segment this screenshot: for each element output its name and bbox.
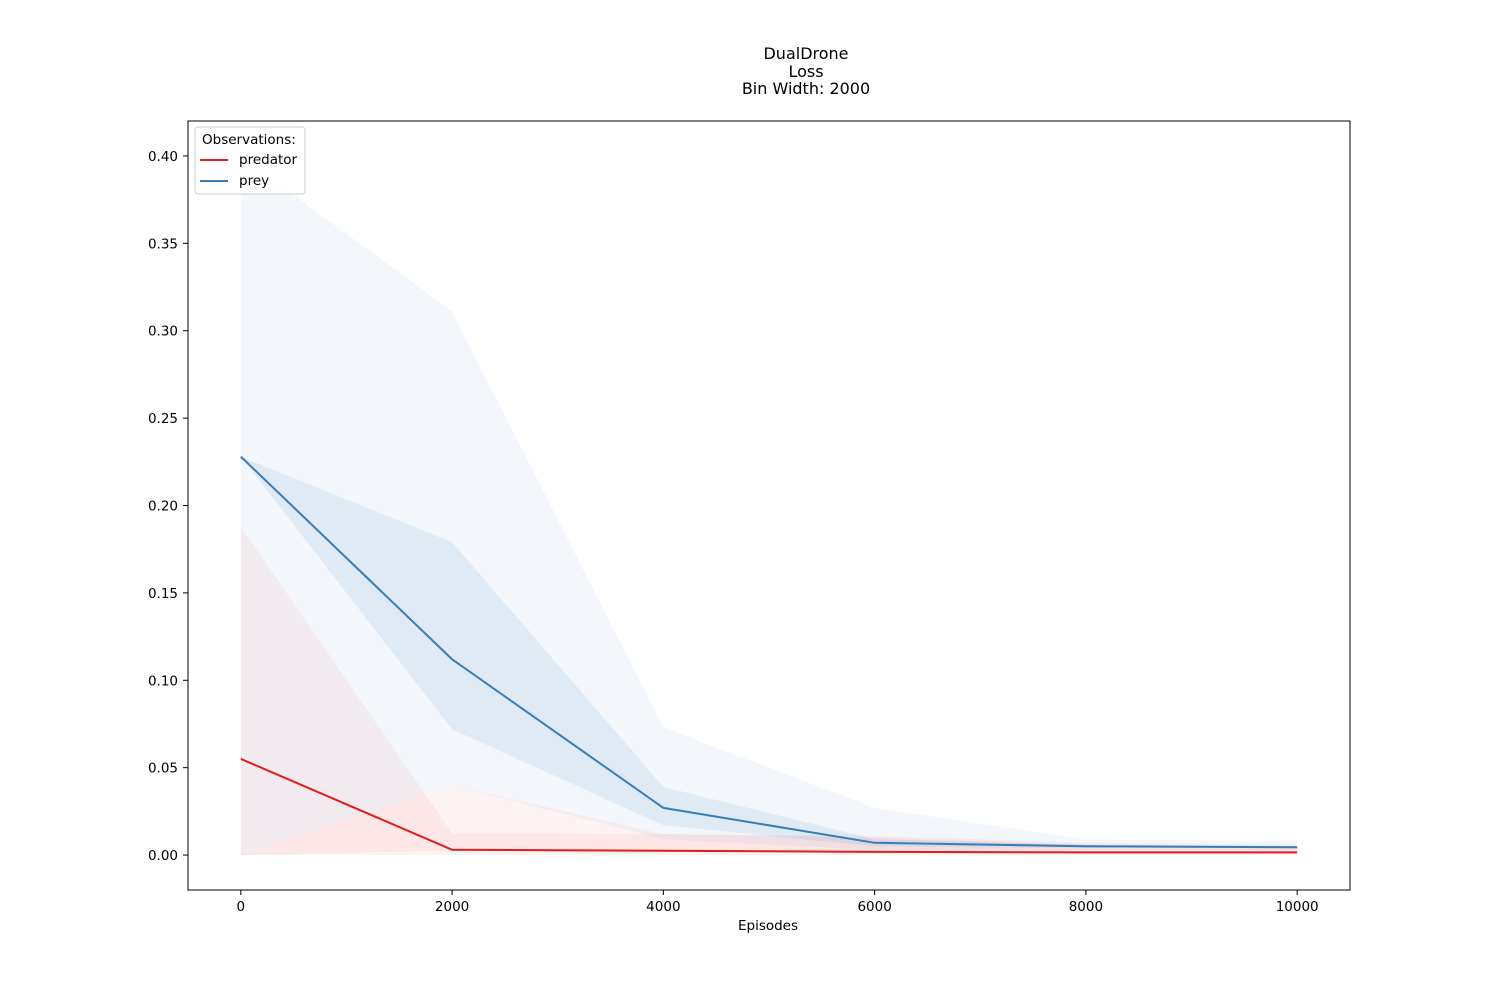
- y-axis: 0.00 0.05 0.10 0.15 0.20 0.25 0.30 0.35 0.40: [148, 149, 188, 864]
- x-axis: 0 2000 4000 6000 8000 10000: [237, 890, 1319, 915]
- legend-label-prey: prey: [239, 173, 269, 189]
- band-predator-0: [240, 526, 1298, 855]
- band-prey-0: [240, 156, 1298, 855]
- band-prey-1: [240, 456, 1298, 849]
- series-line-prey: [240, 455, 1298, 849]
- x-axis-label: Episodes: [738, 918, 798, 934]
- legend: Observations: predator prey: [194, 126, 306, 195]
- legend-box: [194, 126, 306, 195]
- y-tick-label: 0.00: [148, 848, 178, 864]
- y-tick-label: 0.05: [148, 761, 178, 777]
- chart-title-line-3: Bin Width: 2000: [742, 79, 870, 98]
- x-tick-label: 0: [237, 899, 246, 915]
- y-tick-label: 0.10: [148, 673, 178, 689]
- x-tick-label: 10000: [1276, 899, 1319, 915]
- x-tick-label: 4000: [646, 899, 680, 915]
- series-lines: [240, 455, 1298, 854]
- x-tick-label: 6000: [857, 899, 891, 915]
- y-tick-label: 0.20: [148, 499, 178, 515]
- band-predator-1: [240, 785, 1298, 855]
- x-tick-label: 2000: [435, 899, 469, 915]
- x-tick-label: 8000: [1069, 899, 1103, 915]
- chart-title-line-1: DualDrone: [763, 44, 848, 63]
- y-tick-label: 0.30: [148, 324, 178, 340]
- y-tick-label: 0.15: [148, 586, 178, 602]
- series-line-predator: [240, 757, 1298, 854]
- confidence-bands: [240, 156, 1298, 855]
- legend-label-predator: predator: [239, 152, 298, 168]
- y-tick-label: 0.25: [148, 411, 178, 427]
- chart-title-line-2: Loss: [788, 62, 823, 81]
- legend-title: Observations:: [202, 132, 296, 148]
- y-tick-label: 0.35: [148, 236, 178, 252]
- y-tick-label: 0.40: [148, 149, 178, 165]
- chart-title: DualDrone Loss Bin Width: 2000: [742, 44, 870, 98]
